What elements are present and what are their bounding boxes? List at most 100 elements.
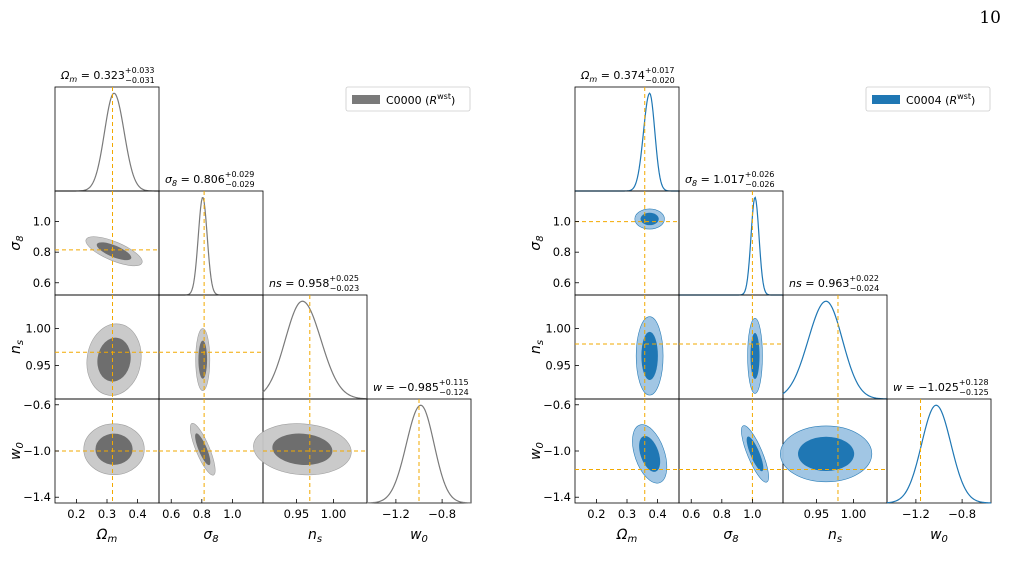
y-tick-label: 0.95 — [25, 359, 51, 373]
panel-1-0 — [54, 190, 160, 296]
y-tick-label: 0.8 — [33, 245, 51, 259]
x-tick-label: 0.4 — [128, 507, 146, 521]
x-tick-label: 0.2 — [67, 507, 85, 521]
legend-swatch — [872, 95, 900, 104]
y-tick-label: 1.0 — [33, 215, 51, 229]
legend-label: C0000 (Rwst) — [386, 92, 455, 107]
y-tick-label: −0.6 — [543, 398, 571, 412]
panel-frame — [782, 294, 888, 400]
y-tick-label: 0.95 — [545, 359, 571, 373]
panel-frame — [574, 86, 680, 192]
legend-label: C0004 (Rwst) — [906, 92, 975, 107]
x-tick-label: 1.0 — [223, 507, 241, 521]
panel-2-2 — [782, 294, 888, 400]
x-axis-label: Ωm — [616, 527, 638, 545]
x-axis-label: σ8 — [203, 527, 218, 545]
marginal-curve — [679, 196, 783, 296]
panel-1-1 — [158, 190, 264, 296]
y-tick-label: 1.0 — [553, 215, 571, 229]
panel-2-0 — [54, 294, 160, 400]
panel-2-0 — [574, 294, 680, 400]
x-axis-label: Ωm — [96, 527, 118, 545]
y-tick-label: −0.6 — [23, 398, 51, 412]
x-tick-label: 0.8 — [193, 507, 211, 521]
contour-68 — [96, 242, 132, 261]
x-tick-label: −0.8 — [428, 507, 456, 521]
x-axis-label: ns — [308, 527, 322, 545]
x-tick-label: 0.2 — [587, 507, 605, 521]
contour-68 — [97, 337, 131, 382]
corner-plot-c0004: Ωm = 0.374+0.017 −0.020 0.6 0.8 1.0 σ8 σ8 = 1.… — [528, 66, 992, 545]
param-title: w = −0.985+0.115 −0.124 — [373, 378, 469, 397]
panel-0-0 — [54, 86, 160, 192]
contour-68 — [198, 340, 208, 379]
legend-frame — [865, 86, 991, 112]
x-tick-label: 0.3 — [98, 507, 116, 521]
marginal-curve — [159, 196, 263, 296]
panel-frame — [54, 86, 160, 192]
contour-68 — [272, 433, 333, 465]
panel-3-0 — [574, 398, 680, 504]
marginal-curve — [55, 92, 160, 192]
panel-frame — [574, 294, 680, 400]
panel-frame — [678, 398, 784, 504]
panel-2-2 — [262, 294, 368, 400]
panel-frame — [158, 294, 264, 400]
y-tick-label: 0.6 — [553, 276, 571, 290]
panel-frame — [262, 294, 368, 400]
y-axis-label: w0 — [8, 442, 26, 460]
y-axis-label: w0 — [528, 442, 546, 460]
x-tick-label: 1.00 — [841, 507, 867, 521]
panel-frame — [574, 190, 680, 296]
contour-68 — [640, 212, 659, 226]
contour-68 — [641, 331, 658, 380]
marginal-curve — [575, 92, 679, 192]
panel-3-1 — [678, 398, 784, 504]
marginal-curve — [366, 404, 472, 504]
x-tick-label: 0.3 — [618, 507, 636, 521]
x-tick-label: 0.8 — [713, 507, 731, 521]
panel-0-0 — [574, 86, 680, 192]
contour-68 — [750, 332, 760, 379]
y-axis-label: ns — [8, 340, 26, 354]
param-title: σ8 = 1.017+0.026 −0.026 — [685, 170, 775, 189]
y-tick-label: −1.4 — [543, 490, 571, 504]
x-tick-label: 0.6 — [162, 507, 180, 521]
marginal-curve — [262, 300, 368, 400]
y-tick-label: 1.00 — [545, 321, 571, 335]
panel-frame — [678, 190, 784, 296]
panel-1-0 — [574, 190, 680, 296]
x-tick-label: 1.0 — [743, 507, 761, 521]
y-tick-label: −1.0 — [23, 444, 51, 458]
panel-3-0 — [54, 398, 160, 504]
marginal-curve — [886, 404, 992, 504]
panel-2-1 — [678, 294, 784, 400]
x-tick-label: 0.95 — [284, 507, 310, 521]
contour-68 — [95, 433, 133, 465]
legend-frame — [345, 86, 471, 112]
panel-3-3 — [366, 398, 472, 504]
param-title: ns = 0.963+0.022 −0.024 — [789, 274, 879, 293]
y-axis-label: σ8 — [8, 235, 26, 250]
x-tick-label: 0.4 — [648, 507, 666, 521]
y-tick-label: −1.4 — [23, 490, 51, 504]
param-title: σ8 = 0.806+0.029 −0.029 — [165, 170, 255, 189]
corner-plot-c0000: Ωm = 0.323+0.033 −0.031 0.6 0.8 1.0 σ8 σ8 = 0.… — [8, 66, 472, 545]
param-title: Ωm = 0.374+0.017 −0.020 — [580, 66, 675, 85]
x-tick-label: 1.00 — [321, 507, 347, 521]
panel-frame — [678, 294, 784, 400]
panel-frame — [886, 398, 992, 504]
x-tick-label: −0.8 — [948, 507, 976, 521]
panel-3-2 — [253, 398, 368, 504]
panel-2-1 — [158, 294, 264, 400]
x-axis-label: ns — [828, 527, 842, 545]
x-tick-label: 0.95 — [804, 507, 830, 521]
y-tick-label: 1.00 — [25, 321, 51, 335]
param-title: w = −1.025+0.128 −0.125 — [893, 378, 989, 397]
contour-68 — [195, 433, 211, 466]
x-axis-label: w0 — [930, 527, 948, 545]
legend: C0004 (Rwst) — [865, 86, 991, 112]
legend: C0000 (Rwst) — [345, 86, 471, 112]
x-axis-label: w0 — [410, 527, 428, 545]
